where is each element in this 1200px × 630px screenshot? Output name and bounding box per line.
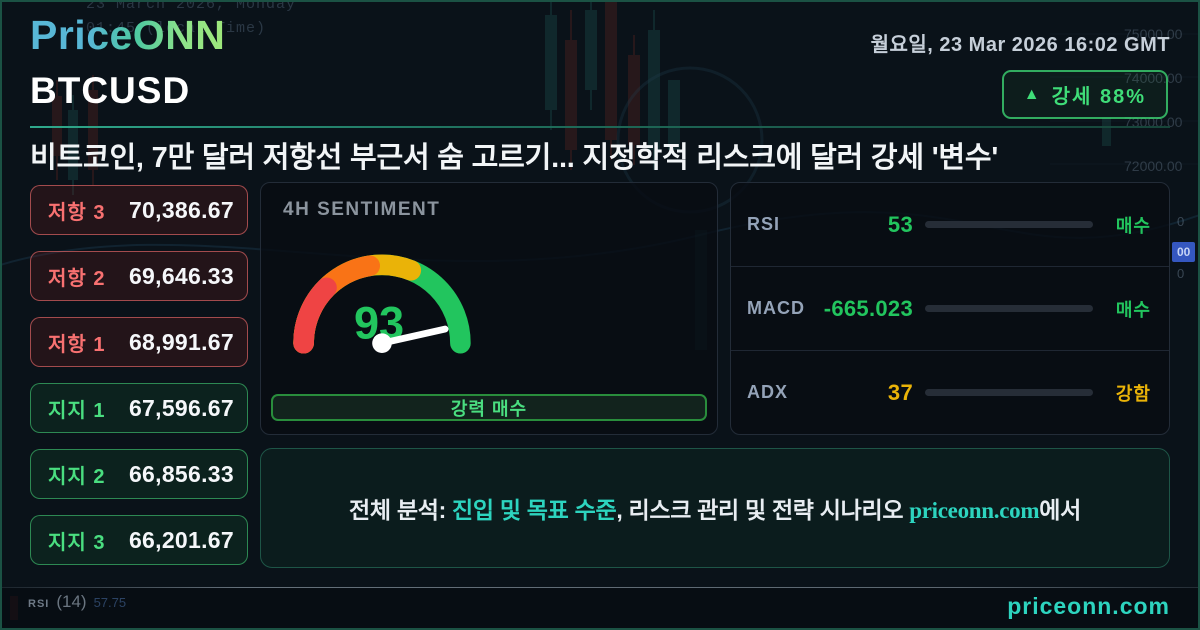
- indicator-row-macd: MACD -665.023 매수: [731, 266, 1169, 350]
- background-watermark-time: 01:45 (local Time): [86, 20, 267, 37]
- sentiment-panel-title: 4H SENTIMENT: [283, 199, 441, 220]
- axis-price-label: 75000.00: [1124, 26, 1183, 42]
- indicator-name: RSI: [747, 214, 781, 234]
- cta-prefix: 전체 분석:: [349, 497, 453, 523]
- resistance-2-box: 저항 2 69,646.33: [30, 251, 248, 301]
- level-value: 66,201.67: [128, 526, 234, 553]
- support-2-box: 지지 2 66,856.33: [30, 449, 248, 499]
- current-price-tag: 00: [1172, 242, 1196, 262]
- datetime-label: 월요일, 23 Mar 2026 16:02 GMT: [870, 34, 1170, 56]
- level-value: 68,991.67: [128, 328, 234, 355]
- indicator-signal: 매수: [1115, 299, 1151, 320]
- support-3-box: 지지 3 66,201.67: [30, 515, 248, 565]
- level-value: 67,596.67: [128, 394, 234, 421]
- gauge-needle: [378, 325, 449, 347]
- header-divider: [30, 126, 1170, 128]
- indicators-panel: RSI 53 매수 MACD -665.023 매수 ADX 37 강함: [730, 182, 1170, 435]
- support-1-box: 지지 1 67,596.67: [30, 383, 248, 433]
- levels-column: 저항 3 70,386.67 저항 2 69,646.33 저항 1 68,99…: [30, 185, 248, 565]
- level-label: 저항 1: [48, 333, 106, 356]
- level-label: 지지 1: [48, 399, 106, 422]
- sentiment-gauge: 93: [293, 254, 471, 354]
- rsi-footnote-abbr: RSI: [28, 598, 50, 610]
- cta-middle: , 리스크 관리 및 전략 시나리오: [616, 497, 910, 523]
- bullish-badge-label: 강세 88%: [1051, 86, 1146, 108]
- resistance-1-box: 저항 1 68,991.67: [30, 317, 248, 367]
- footer-brand-link[interactable]: priceonn.com: [1007, 593, 1170, 619]
- cta-site-link[interactable]: priceonn.com: [909, 498, 1040, 523]
- up-triangle-icon: ▲: [1023, 85, 1042, 103]
- cta-text: 전체 분석: 진입 및 목표 수준, 리스크 관리 및 전략 시나리오 pric…: [349, 491, 1081, 525]
- level-value: 69,646.33: [128, 262, 234, 289]
- resistance-3-box: 저항 3 70,386.67: [30, 185, 248, 235]
- cta-link-entry-targets[interactable]: 진입 및 목표 수준: [452, 497, 617, 523]
- indicator-name: ADX: [747, 382, 789, 402]
- level-label: 저항 2: [48, 267, 106, 290]
- rsi-footnote: RSI (14) 57.75: [28, 592, 126, 612]
- indicator-row-rsi: RSI 53 매수: [731, 183, 1169, 266]
- indicator-bar: [925, 389, 1093, 396]
- indicator-bar: [925, 305, 1093, 312]
- indicator-name: MACD: [747, 298, 805, 318]
- indicator-value: 37: [887, 379, 913, 405]
- cta-panel: 전체 분석: 진입 및 목표 수준, 리스크 관리 및 전략 시나리오 pric…: [260, 448, 1170, 568]
- gauge-pivot: [372, 333, 392, 353]
- indicator-value: -665.023: [823, 295, 913, 321]
- priceonn-logo: PriceONN: [30, 12, 226, 58]
- level-label: 지지 3: [48, 531, 106, 554]
- indicator-value: 53: [887, 211, 913, 237]
- sentiment-signal-pill: 강력 매수: [271, 394, 707, 421]
- symbol-title: BTCUSD: [30, 70, 191, 111]
- axis-price-label: 72000.00: [1124, 158, 1183, 174]
- news-headline: 비트코인, 7만 달러 저항선 부근서 숨 고르기... 지정학적 리스크에 달…: [30, 142, 999, 174]
- indicator-row-adx: ADX 37 강함: [731, 350, 1169, 434]
- level-value: 70,386.67: [128, 196, 234, 223]
- cta-suffix: 에서: [1039, 497, 1081, 523]
- rsi-footnote-value: 57.75: [93, 595, 127, 610]
- footer-divider: [0, 587, 1200, 588]
- footer-strip: [0, 588, 1200, 630]
- indicator-bar: [925, 221, 1093, 228]
- background-watermark-date: 23 March 2026, Monday: [86, 0, 297, 13]
- axis-peek-digit: 0: [1177, 266, 1185, 281]
- bullish-badge: ▲ 강세 88%: [1001, 70, 1168, 119]
- indicator-signal: 강함: [1115, 383, 1151, 404]
- level-value: 66,856.33: [128, 460, 234, 487]
- rsi-footnote-period: (14): [56, 592, 87, 611]
- indicator-signal: 매수: [1115, 215, 1151, 236]
- level-label: 지지 2: [48, 465, 106, 488]
- axis-peek-digit: 0: [1177, 214, 1185, 229]
- level-label: 저항 3: [48, 201, 106, 224]
- sentiment-panel: 4H SENTIMENT 93 강력 매수: [260, 182, 718, 435]
